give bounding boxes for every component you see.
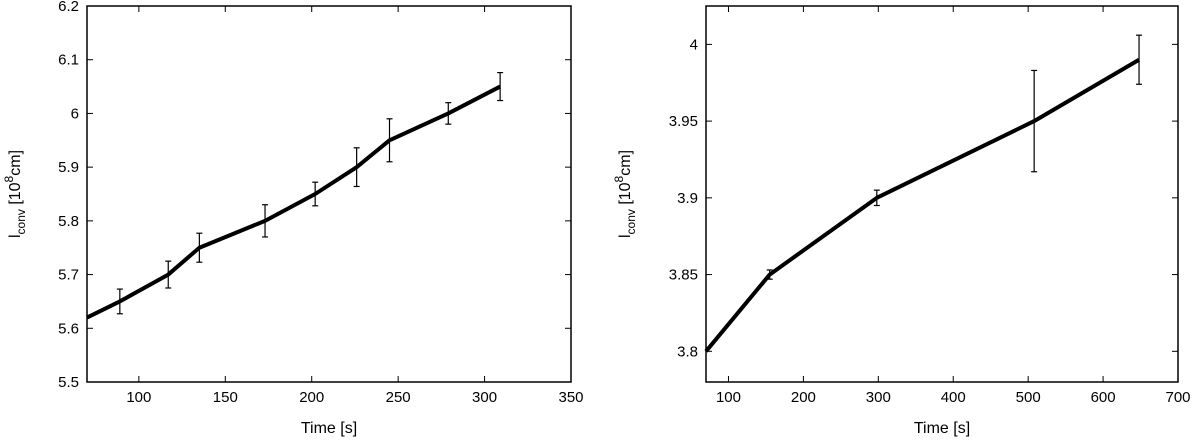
y-axis-label-part: [10	[617, 182, 634, 209]
right-chart: 100 200 300 400 500 600 700 3.8 3.85 3.9 3.95 4 Time…	[612, 5, 1191, 437]
y-axis-label-part: cm]	[617, 150, 634, 176]
x-tick-label: 600	[1091, 389, 1116, 406]
x-tick-label: 200	[299, 389, 324, 406]
y-tick-label: 3.8	[677, 343, 698, 360]
x-tick-label: 100	[716, 389, 741, 406]
x-tick-label: 100	[126, 389, 151, 406]
left-chart: 100 150 200 250 300 350 5.5 5.6 5.7 5.8 5.9 6 6.1 6.2…	[2, 0, 584, 437]
y-axis-label-part: conv	[14, 209, 28, 234]
y-tick-label: 6	[71, 105, 79, 122]
y-axis-label-part: [10	[7, 182, 24, 209]
y-tick-label: 3.9	[677, 190, 698, 207]
y-tick-label: 5.9	[58, 159, 79, 176]
x-tick-label: 300	[866, 389, 891, 406]
x-tick-label: 150	[213, 389, 238, 406]
x-tick-label: 300	[472, 389, 497, 406]
plot-frame	[86, 5, 572, 383]
y-tick-label: 3.85	[669, 267, 698, 284]
y-tick-label: 3.95	[669, 113, 698, 130]
x-axis-label: Time [s]	[301, 420, 357, 437]
x-tick-label: 700	[1165, 389, 1190, 406]
y-axis-label: lconv [108cm]	[612, 150, 638, 238]
x-tick-label: 250	[386, 389, 411, 406]
x-tick-label: 400	[941, 389, 966, 406]
x-tick-label: 350	[558, 389, 583, 406]
series-line	[704, 57, 1141, 353]
plot-frame	[705, 5, 1179, 383]
y-tick-label: 5.7	[58, 267, 79, 284]
y-axis-label: lconv [108cm]	[2, 150, 28, 238]
y-tick-label: 6.2	[58, 0, 79, 15]
y-tick-label: 4	[690, 36, 698, 53]
y-axis-label-part: l	[617, 234, 634, 238]
x-tick-label: 200	[791, 389, 816, 406]
series-line	[86, 84, 502, 320]
x-axis-label: Time [s]	[914, 420, 970, 437]
y-axis-label-part: 8	[2, 175, 16, 182]
y-tick-label: 5.8	[58, 213, 79, 230]
y-axis-label-part: cm]	[7, 150, 24, 176]
y-axis-label-part: 8	[612, 175, 626, 182]
y-tick-label: 5.5	[58, 374, 79, 391]
y-tick-label: 5.6	[58, 320, 79, 337]
x-tick-label: 500	[1016, 389, 1041, 406]
y-tick-label: 6.1	[58, 52, 79, 69]
y-axis-label-part: l	[7, 234, 24, 238]
y-axis-label-part: conv	[624, 209, 638, 234]
